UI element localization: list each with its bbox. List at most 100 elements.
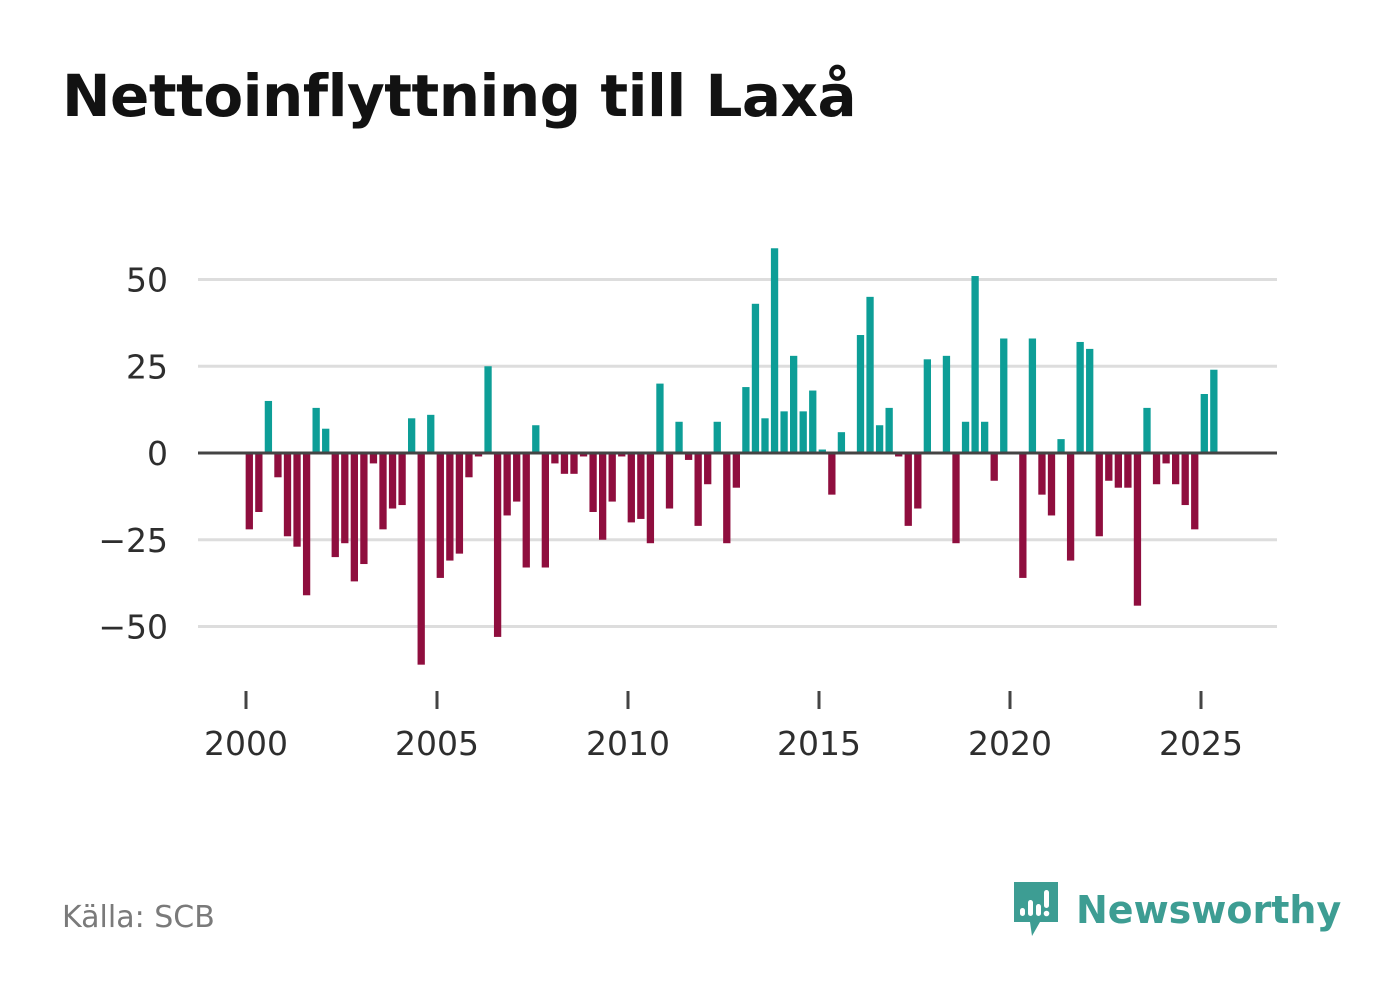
bar (742, 387, 750, 453)
bar (942, 355, 951, 453)
bar (1114, 453, 1122, 488)
newsworthy-logo[interactable]: Newsworthy (1010, 878, 1341, 942)
bar (885, 407, 893, 453)
bar (455, 453, 464, 554)
bars (245, 248, 1218, 665)
bar (923, 359, 931, 453)
x-tick-label: 2025 (1159, 724, 1243, 763)
y-tick-label: −25 (98, 521, 168, 560)
bar (656, 383, 664, 453)
page-title: Nettoinflyttning till Laxå (62, 62, 857, 130)
bar (837, 432, 846, 453)
bar (1028, 338, 1037, 453)
bar (551, 453, 559, 464)
bar (1105, 453, 1113, 481)
x-tick-label: 2020 (968, 724, 1052, 763)
bar (694, 453, 702, 526)
x-tick-label: 2015 (777, 724, 861, 763)
bar (293, 453, 301, 547)
bar (627, 453, 635, 523)
bar (474, 453, 483, 457)
bar (1086, 348, 1094, 453)
bar (799, 411, 807, 453)
bar (274, 453, 282, 478)
bar (1019, 453, 1027, 578)
brand-name: Newsworthy (1076, 888, 1342, 932)
bar (856, 335, 865, 453)
bar (1124, 453, 1132, 488)
bar (436, 453, 444, 578)
bar (866, 296, 874, 453)
bar (646, 453, 655, 544)
bar (990, 453, 998, 481)
bar (427, 414, 435, 453)
bar (961, 421, 970, 453)
bar (1057, 439, 1065, 453)
bar (1172, 453, 1180, 485)
bar (971, 276, 979, 453)
bar (513, 453, 521, 502)
bar (446, 453, 454, 561)
bar (704, 453, 712, 485)
bar (589, 453, 597, 512)
x-axis-ticks: 2000 2005 2010 2015 2020 2025 (204, 691, 1243, 763)
y-tick-label: −50 (98, 608, 168, 647)
bar (331, 453, 339, 558)
bar (828, 453, 836, 495)
bar (723, 453, 731, 544)
bar (1133, 453, 1142, 606)
bar (541, 453, 549, 568)
bar (322, 428, 330, 453)
bar (283, 453, 292, 537)
newsworthy-logo-icon (1014, 882, 1058, 936)
bar (675, 421, 683, 453)
bar (1143, 407, 1151, 453)
bar (522, 453, 530, 568)
bar (914, 453, 922, 509)
bar (665, 453, 674, 509)
bar (1210, 369, 1218, 453)
y-tick-label: 25 (126, 347, 168, 386)
bar (1038, 453, 1046, 495)
bar (532, 425, 540, 453)
bar (981, 421, 989, 453)
bar (608, 453, 616, 502)
bar (245, 453, 253, 530)
bar (904, 453, 912, 526)
bar (255, 453, 263, 512)
bar (417, 453, 425, 665)
bar (350, 453, 358, 582)
bar (360, 453, 368, 565)
bar (302, 453, 311, 596)
bar (1181, 453, 1189, 506)
bar (1191, 453, 1199, 530)
bar (484, 366, 492, 453)
bar (809, 390, 817, 453)
bar (312, 407, 320, 453)
bar (493, 453, 502, 637)
x-tick-label: 2005 (395, 724, 479, 763)
grid-lines (198, 278, 1277, 628)
bar (751, 303, 760, 453)
bar (732, 453, 740, 488)
bar (560, 453, 569, 474)
bar (1095, 453, 1103, 537)
bar (761, 418, 769, 453)
bar (684, 453, 693, 460)
bar (398, 453, 406, 506)
bar (341, 453, 349, 544)
bar (1152, 453, 1161, 485)
bar (770, 248, 779, 453)
bar (952, 453, 960, 544)
bar (780, 411, 788, 453)
bar (818, 449, 826, 453)
bar (713, 421, 721, 453)
bar (1076, 341, 1084, 453)
bar (618, 453, 626, 457)
bar (465, 453, 473, 478)
bar (369, 453, 378, 464)
bar (1200, 394, 1208, 453)
x-tick-label: 2010 (586, 724, 670, 763)
bar (264, 400, 273, 453)
